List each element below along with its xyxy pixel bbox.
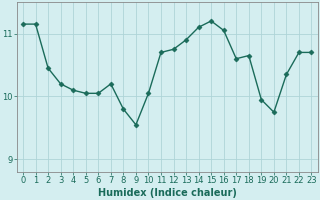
X-axis label: Humidex (Indice chaleur): Humidex (Indice chaleur) — [98, 188, 237, 198]
